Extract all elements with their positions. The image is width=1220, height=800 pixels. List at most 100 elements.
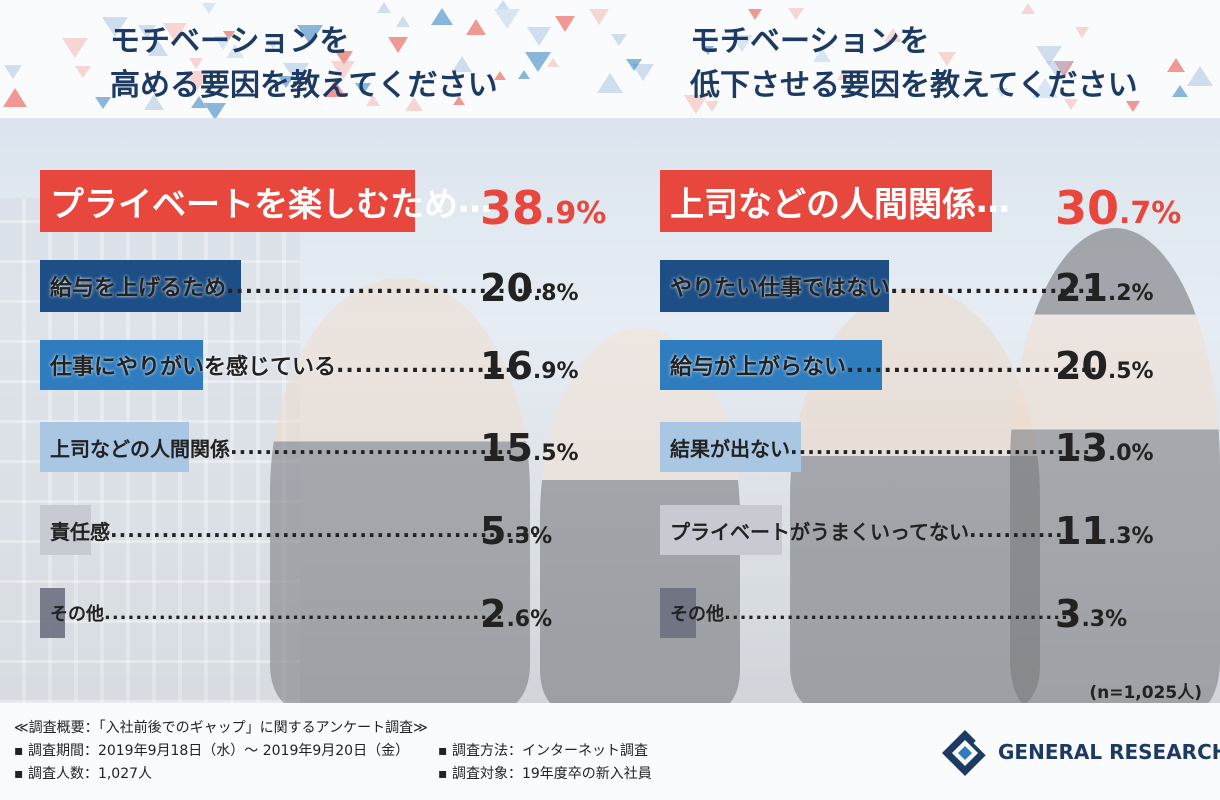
- triangle-decoration: [377, 2, 391, 13]
- triangle-decoration: [267, 40, 279, 49]
- bar-label: プライベートがうまくいってない...........: [670, 518, 1064, 544]
- triangle-decoration: [597, 73, 623, 93]
- survey-period: ▪ 調査期間：2019年9月18日（水）～ 2019年9月20日（金）: [14, 743, 410, 759]
- bar: [40, 340, 203, 390]
- right-bar-chart: 上司などの人間関係… 30.7% やりたい仕事ではない...............…: [660, 160, 1220, 680]
- leader-dots: ........................................…: [724, 602, 1077, 624]
- triangle-decoration: [62, 38, 88, 58]
- triangle-decoration: [702, 46, 714, 55]
- triangle-decoration: [1126, 101, 1140, 112]
- survey-method: ▪ 調査方法：インターネット調査: [438, 743, 648, 759]
- triangle-decoration: [1075, 27, 1089, 38]
- triangle-decoration: [589, 9, 609, 25]
- triangle-decoration: [189, 58, 203, 69]
- survey-overview: ≪調査概要：「入社前後でのギャップ」に関するアンケート調査≫: [14, 720, 428, 736]
- triangle-decoration: [431, 8, 453, 25]
- triangle-decoration: [518, 70, 530, 79]
- bar: [40, 588, 66, 638]
- leader-dots: …: [976, 181, 1011, 221]
- bar-label: その他.....................................…: [50, 602, 504, 626]
- bar-label: 結果が出ない..................................…: [670, 435, 1091, 461]
- survey-target: ▪ 調査対象：19年度卒の新入社員: [438, 766, 652, 782]
- bar-label: 仕事にやりがいを感じている...................: [50, 352, 514, 381]
- triangle-decoration: [731, 35, 753, 52]
- leader-dots: ........................................…: [104, 602, 504, 624]
- leader-dots: …: [458, 181, 493, 221]
- footer: ≪調査概要：「入社前後でのギャップ」に関するアンケート調査≫ ▪ 調査期間：20…: [0, 703, 1220, 800]
- person-silhouette: [270, 278, 530, 703]
- sample-size-note: (n=1,025人): [1089, 683, 1202, 703]
- triangle-decoration: [204, 103, 226, 120]
- bar-value-label: 13.0%: [1055, 426, 1154, 470]
- bar-label: 上司などの人間関係...............................…: [50, 435, 514, 461]
- bar-label: 責任感.....................................…: [50, 518, 540, 544]
- bar-value-label: 21.2%: [1055, 266, 1154, 310]
- leader-dots: ...................: [336, 352, 514, 378]
- bar-row: 給与が上がらない............................ 20.5…: [660, 340, 1220, 390]
- triangle-decoration: [138, 25, 156, 39]
- triangle-decoration: [626, 59, 642, 71]
- triangle-decoration: [705, 101, 719, 112]
- bar: [40, 260, 241, 312]
- triangle-decoration: [388, 37, 408, 53]
- bar: [660, 340, 882, 390]
- triangle-decoration: [684, 95, 708, 114]
- bar-label: 給与を上げるため................................…: [50, 273, 545, 302]
- bar: [40, 505, 92, 555]
- logo-mark-icon: [942, 730, 998, 776]
- triangle-decoration: [75, 66, 91, 78]
- triangle-decoration: [527, 27, 551, 46]
- triangle-decoration: [1046, 61, 1072, 81]
- triangle-decoration: [396, 16, 410, 27]
- bar-value-label: 16.9%: [480, 344, 579, 388]
- triangle-decoration: [191, 96, 207, 108]
- triangle-decoration: [837, 69, 851, 80]
- triangle-decoration: [184, 71, 210, 91]
- header-pattern: [0, 0, 1220, 120]
- triangle-decoration: [3, 88, 27, 107]
- bar: [660, 422, 801, 472]
- triangle-decoration: [366, 95, 380, 106]
- triangle-decoration: [1036, 46, 1062, 66]
- right-chart-title: モチベーションを 低下させる要因を教えてください: [690, 24, 1138, 103]
- bar-row: プライベートがうまくいってない........... 11.3%: [660, 505, 1220, 555]
- left-chart-title: モチベーションを 高める要因を教えてください: [110, 24, 498, 103]
- triangle-decoration: [278, 76, 294, 88]
- leader-dots: .................................: [230, 435, 514, 459]
- triangle-decoration: [788, 8, 804, 20]
- triangle-decoration: [494, 9, 520, 29]
- leader-dots: ...........: [969, 518, 1064, 542]
- triangle-decoration: [223, 31, 235, 40]
- bar: [660, 260, 890, 312]
- survey-count: ▪ 調査人数：1,027人: [14, 766, 153, 782]
- bar-row: 給与を上げるため................................…: [40, 260, 640, 312]
- bar-value-label: 15.5%: [480, 426, 579, 470]
- triangle-decoration: [144, 94, 164, 110]
- bar-label: その他.....................................…: [670, 602, 1077, 626]
- leader-dots: ..................................: [226, 273, 545, 299]
- bar-row: その他.....................................…: [660, 588, 1220, 638]
- triangle-decoration: [466, 19, 486, 35]
- bar-label: 給与が上がらない............................: [670, 352, 1109, 381]
- bar-row: やりたい仕事ではない...................... 21.2%: [660, 260, 1220, 312]
- triangle-decoration: [611, 34, 627, 46]
- triangle-decoration: [214, 36, 232, 50]
- bar-row: 責任感.....................................…: [40, 505, 640, 555]
- triangle-decoration: [202, 3, 216, 14]
- triangle-decoration: [884, 28, 902, 42]
- triangle-decoration: [102, 17, 128, 37]
- bar: [660, 588, 696, 638]
- triangle-decoration: [453, 96, 465, 105]
- bar-value-label: 3.3%: [1055, 592, 1128, 636]
- triangle-decoration: [1167, 58, 1185, 72]
- triangle-decoration: [1021, 3, 1035, 14]
- triangle-decoration: [148, 40, 168, 56]
- triangle-decoration: [813, 48, 831, 62]
- bar-value-label: 20.8%: [480, 266, 579, 310]
- triangle-decoration: [996, 88, 1008, 97]
- triangle-decoration: [324, 80, 346, 97]
- triangle-decoration: [331, 61, 355, 80]
- triangle-decoration: [452, 56, 472, 72]
- bar-row: プライベートを楽しむため… 38.9%: [40, 170, 640, 232]
